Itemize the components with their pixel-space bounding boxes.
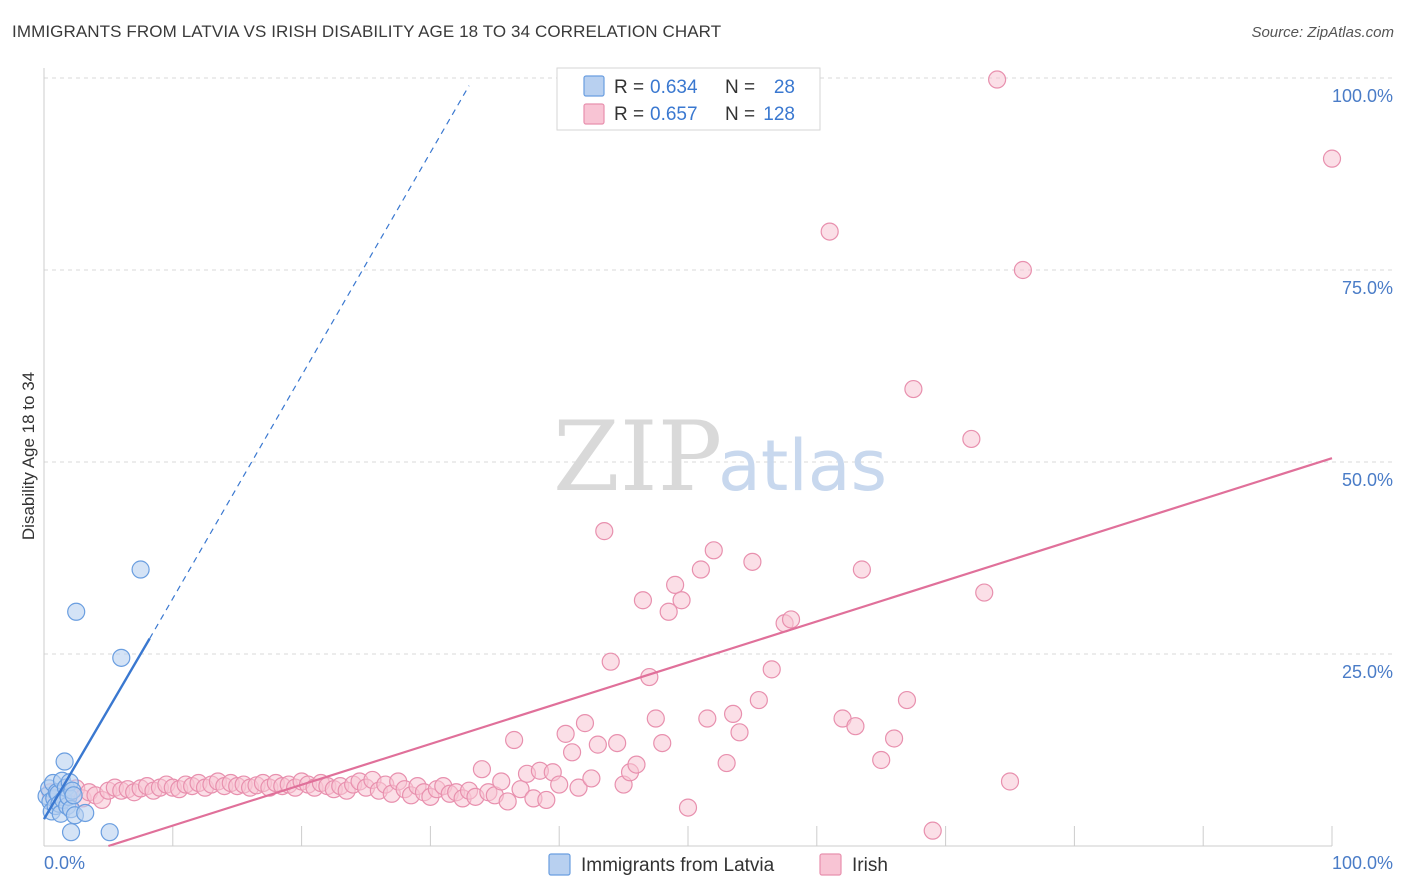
- irish-point-101: [698, 709, 717, 728]
- irish-point-99: [678, 798, 698, 817]
- irish-point-88: [608, 733, 627, 753]
- legend-r-value-1: 0.634: [650, 77, 698, 98]
- irish-trend-line: [108, 457, 1333, 848]
- irish-point-79: [550, 775, 569, 794]
- irish-point-123: [1000, 772, 1020, 791]
- legend-n-label-1: N =: [725, 77, 755, 98]
- irish-point-124: [1013, 260, 1032, 280]
- irish-point-72: [505, 730, 524, 750]
- irish-point-107: [749, 690, 768, 710]
- irish-point-83: [575, 714, 595, 733]
- latvia-trend-line: [42, 638, 151, 820]
- latvia-point-13: [55, 752, 74, 771]
- irish-point-95: [653, 733, 672, 753]
- watermark-zip: ZIP: [553, 401, 722, 513]
- irish-point-91: [627, 755, 646, 774]
- irish-point-85: [588, 735, 607, 754]
- irish-point-92: [633, 591, 653, 610]
- y-tick-label-2: 75.0%: [1342, 278, 1393, 298]
- axes: [43, 68, 1332, 847]
- watermark-atlas: atlas: [718, 425, 887, 507]
- legend-n-label-2: N =: [725, 104, 755, 125]
- irish-point-94: [646, 709, 665, 728]
- bottom-legend-swatch-irish: [819, 853, 842, 876]
- irish-point-120: [962, 429, 981, 449]
- irish-point-77: [537, 790, 556, 810]
- watermark: ZIP atlas: [553, 401, 887, 513]
- irish-point-73: [511, 780, 530, 799]
- trend-lines: [42, 85, 1333, 848]
- irish-point-113: [846, 717, 865, 736]
- irish-point-116: [884, 729, 904, 748]
- irish-point-114: [852, 560, 871, 579]
- grid: [44, 77, 1392, 846]
- latvia-point-23: [67, 602, 86, 621]
- x-tick-label-min: 0.0%: [44, 853, 85, 873]
- irish-point-84: [582, 769, 601, 788]
- irish-point-105: [730, 723, 749, 742]
- irish-point-104: [723, 704, 743, 724]
- irish-point-118: [904, 379, 923, 399]
- x-tick-label-max: 100.0%: [1332, 853, 1393, 873]
- irish-point-111: [820, 222, 839, 241]
- irish-point-80: [556, 724, 575, 743]
- tick-labels: 25.0% 50.0% 75.0% 100.0% 0.0% 100.0%: [44, 86, 1393, 873]
- irish-point-122: [988, 70, 1007, 89]
- latvia-point-24: [76, 803, 95, 823]
- latvia-point-22: [61, 823, 81, 842]
- irish-point-100: [691, 560, 710, 579]
- legend-r-label-2: R =: [614, 104, 644, 125]
- legend-n-value-1: 28: [774, 77, 795, 98]
- irish-point-115: [872, 750, 891, 770]
- latvia-trend-extension: [149, 85, 470, 639]
- legend-n-value-2: 128: [763, 104, 795, 125]
- irish-point-125: [1322, 149, 1342, 168]
- irish-point-121: [975, 583, 994, 602]
- y-tick-label-1: 50.0%: [1342, 470, 1393, 490]
- irish-point-96: [659, 602, 678, 621]
- bottom-legend-swatch-latvia: [548, 853, 571, 876]
- irish-point-70: [492, 772, 511, 791]
- legend-swatch-latvia: [583, 75, 605, 97]
- irish-point-102: [704, 541, 723, 560]
- latvia-point-26: [112, 648, 131, 667]
- legend-swatch-irish: [583, 103, 605, 125]
- y-axis-label: Disability Age 18 to 34: [19, 372, 38, 540]
- latvia-point-20: [64, 786, 83, 805]
- y-tick-label-3: 100.0%: [1332, 86, 1393, 106]
- irish-point-117: [897, 690, 917, 710]
- bottom-legend-label-latvia: Immigrants from Latvia: [581, 855, 775, 876]
- irish-point-108: [762, 660, 781, 679]
- y-tick-label-0: 25.0%: [1342, 662, 1393, 682]
- latvia-point-27: [131, 560, 150, 579]
- correlation-legend: R = 0.634 N = 28 R = 0.657 N = 128: [556, 67, 821, 131]
- chart-title: IMMIGRANTS FROM LATVIA VS IRISH DISABILI…: [12, 22, 722, 41]
- irish-point-98: [672, 591, 691, 610]
- legend-r-label-1: R =: [614, 77, 644, 98]
- irish-point-97: [666, 575, 685, 594]
- bottom-legend-label-irish: Irish: [852, 855, 888, 876]
- irish-point-103: [717, 753, 736, 773]
- latvia-points: [37, 560, 150, 842]
- irish-point-110: [781, 610, 801, 629]
- irish-point-119: [923, 821, 942, 840]
- series-legend: Immigrants from Latvia Irish: [548, 853, 888, 876]
- legend-r-value-2: 0.657: [650, 104, 698, 125]
- latvia-point-25: [100, 823, 119, 842]
- irish-point-87: [601, 652, 620, 671]
- irish-point-81: [562, 743, 582, 762]
- irish-point-71: [498, 792, 517, 811]
- irish-point-106: [743, 552, 762, 571]
- irish-point-67: [472, 760, 492, 779]
- irish-point-86: [595, 522, 614, 541]
- irish-point-82: [569, 778, 588, 797]
- chart-source: Source: ZipAtlas.com: [1251, 24, 1394, 41]
